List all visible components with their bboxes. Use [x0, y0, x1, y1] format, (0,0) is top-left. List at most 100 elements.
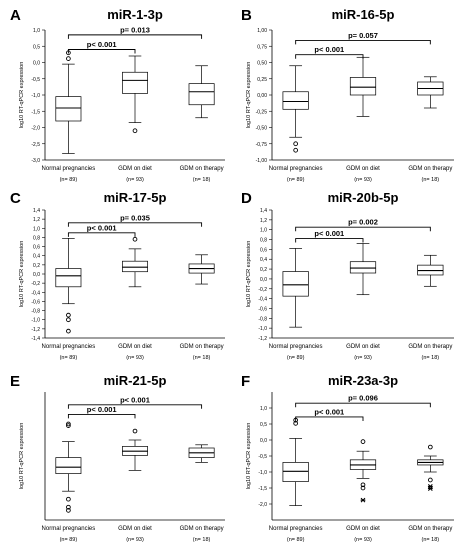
- x-group-n: (n= 93): [354, 537, 372, 543]
- y-tick-label: -1,5: [31, 109, 40, 115]
- x-group-n: (n= 93): [126, 355, 144, 361]
- y-axis-label: log10 RT-qPCR expression: [246, 241, 252, 308]
- significance-bracket: [295, 416, 364, 421]
- panel-title: miR-20b-5p: [328, 190, 399, 205]
- box: [282, 462, 309, 482]
- y-tick-label: -1,2: [258, 336, 267, 342]
- y-tick-label: -0,25: [256, 109, 268, 115]
- box: [349, 77, 377, 96]
- y-tick-label: 0,6: [33, 245, 40, 251]
- outlier-point: [293, 147, 299, 153]
- p-value-label: p< 0.001: [120, 395, 150, 404]
- p-value-label: p= 0.002: [348, 218, 378, 227]
- x-group-label: Normal pregnancies: [269, 344, 323, 350]
- panel-letter: A: [10, 7, 21, 24]
- box: [282, 91, 309, 110]
- p-value-label: p< 0.001: [314, 229, 344, 238]
- p-value-label: p< 0.001: [87, 223, 117, 232]
- y-tick-label: -0,50: [256, 126, 268, 132]
- significance-bracket: [67, 34, 203, 39]
- x-group-n: (n= 89): [60, 537, 78, 543]
- outlier-point: [427, 477, 433, 483]
- outlier-point: [132, 428, 138, 434]
- x-group-label: Normal pregnancies: [42, 166, 96, 172]
- panel-title: miR-21-5p: [104, 373, 167, 388]
- y-tick-label: -0,5: [258, 454, 267, 460]
- y-tick-label: -1,0: [31, 93, 40, 99]
- x-group-label: GDM on therapy: [180, 526, 224, 532]
- outlier-point: [66, 421, 71, 427]
- significance-bracket: [295, 226, 431, 232]
- y-tick-label: 1,4: [260, 208, 267, 214]
- x-group-label: GDM on diet: [346, 344, 380, 350]
- x-group-n: (n= 89): [60, 177, 78, 183]
- p-value-label: p= 0.057: [348, 31, 378, 40]
- extreme-point: [427, 486, 433, 491]
- panel-letter: B: [241, 7, 252, 24]
- y-tick-label: -1,2: [31, 327, 40, 333]
- significance-bracket: [67, 232, 136, 237]
- x-group-label: Normal pregnancies: [269, 526, 323, 532]
- p-value-label: p< 0.001: [314, 407, 344, 416]
- significance-bracket: [295, 402, 431, 408]
- significance-bracket: [67, 49, 136, 54]
- x-group-n: (n= 18): [422, 177, 440, 183]
- y-tick-label: -0,8: [258, 316, 267, 322]
- panel-title: miR-17-5p: [104, 190, 167, 205]
- y-axis-label: log10 RT-qPCR expression: [19, 423, 25, 490]
- significance-bracket: [295, 238, 364, 243]
- significance-bracket: [295, 39, 431, 45]
- outlier-point: [132, 128, 138, 134]
- panel-title: miR-16-5p: [332, 7, 395, 22]
- y-tick-label: -0,5: [31, 77, 40, 83]
- y-tick-label: 0,0: [260, 438, 267, 444]
- panel-title: miR-1-3p: [107, 7, 163, 22]
- outlier-point: [66, 496, 71, 502]
- x-group-label: GDM on diet: [346, 166, 380, 172]
- outlier-point: [66, 508, 71, 513]
- significance-bracket: [67, 404, 203, 409]
- outlier-point: [66, 317, 71, 323]
- y-tick-label: 0,4: [260, 257, 267, 263]
- y-tick-label: -3,0: [31, 158, 40, 164]
- panel-title: miR-23a-3p: [328, 373, 398, 388]
- y-tick-label: 0,0: [33, 61, 40, 67]
- p-value-label: p< 0.001: [87, 405, 117, 414]
- outlier-point: [293, 421, 299, 426]
- x-group-n: (n= 93): [354, 177, 372, 183]
- y-tick-label: 0,4: [33, 254, 40, 260]
- p-value-label: p< 0.001: [314, 45, 344, 54]
- x-group-label: GDM on diet: [346, 526, 380, 532]
- x-group-label: Normal pregnancies: [42, 344, 96, 350]
- y-tick-label: 0,8: [33, 235, 40, 241]
- box: [122, 71, 148, 94]
- box: [122, 260, 148, 273]
- outlier-point: [66, 328, 71, 334]
- y-tick-label: -0,4: [258, 297, 267, 303]
- y-tick-label: 0,8: [260, 238, 267, 244]
- y-tick-label: 1,0: [33, 28, 40, 34]
- y-tick-label: 1,2: [260, 218, 267, 224]
- panel-letter: D: [241, 190, 252, 207]
- x-group-label: GDM on therapy: [180, 166, 224, 172]
- x-group-n: (n= 18): [193, 537, 211, 543]
- y-tick-label: 1,00: [257, 28, 267, 34]
- box: [55, 268, 82, 288]
- y-tick-label: -0,2: [31, 281, 40, 287]
- p-value-label: p= 0.035: [120, 213, 150, 222]
- panel-letter: C: [10, 190, 21, 207]
- significance-bracket: [295, 54, 364, 59]
- x-group-n: (n= 18): [193, 177, 211, 183]
- y-tick-label: -1,0: [258, 470, 267, 476]
- y-tick-label: -0,8: [31, 309, 40, 315]
- x-group-n: (n= 18): [422, 537, 440, 543]
- x-group-label: GDM on therapy: [408, 526, 452, 532]
- x-group-n: (n= 93): [126, 537, 144, 543]
- y-tick-label: -2,0: [258, 502, 267, 508]
- y-tick-label: 0,6: [260, 247, 267, 253]
- y-tick-label: -0,2: [258, 287, 267, 293]
- panel-letter: F: [241, 373, 250, 390]
